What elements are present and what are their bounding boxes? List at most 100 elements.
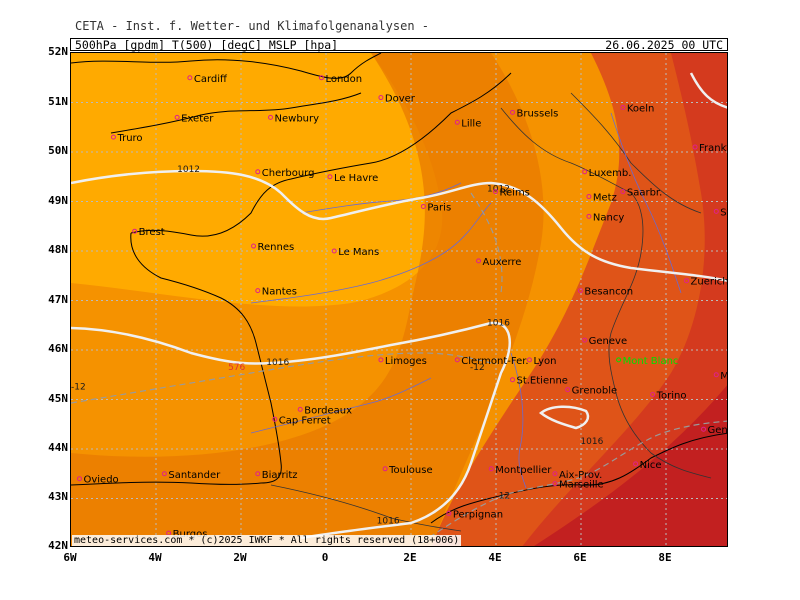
lon-label-4e: 4E <box>488 551 502 564</box>
city-marker-icon <box>318 75 324 81</box>
city-marker-icon <box>476 258 482 264</box>
borders <box>270 92 712 532</box>
city-marker-icon <box>526 357 532 363</box>
city-koeln: Koeln <box>620 103 654 114</box>
lat-label-52n: 52N <box>48 45 68 58</box>
city-label: Milano <box>720 371 728 382</box>
city-marker-icon <box>509 377 515 383</box>
city-grenoble: Grenoble <box>565 386 618 397</box>
city-oviedo: Oviedo <box>76 475 119 486</box>
city-marker-icon <box>268 114 274 120</box>
city-label: Geneve <box>589 336 627 347</box>
lat-label-48n: 48N <box>48 243 68 256</box>
city-reims: Reims <box>493 188 530 199</box>
contour-label: 1016 <box>487 318 510 328</box>
city-label: Le Havre <box>334 173 378 184</box>
city-label: Le Mans <box>338 247 379 258</box>
city-metz: Metz <box>586 193 617 204</box>
city-dover: Dover <box>378 94 416 105</box>
isotherm-12-west <box>71 352 492 404</box>
city-marker-icon <box>132 228 138 234</box>
fill-band-dark-red <box>534 385 727 546</box>
city-london: London <box>318 74 362 85</box>
city-biarritz: Biarritz <box>255 470 298 481</box>
city-marker-icon <box>692 144 698 150</box>
isobar-1012 <box>71 169 727 282</box>
city-marker-icon <box>251 243 257 249</box>
city-st-etienne: St.Etienne <box>509 376 568 387</box>
city-label: Montpellier <box>495 465 552 476</box>
weather-map: 1012 1012 1016 1016 1016 1016 576 -12 -12 -12 Car… <box>70 52 728 547</box>
city-label: Burgos <box>173 529 208 540</box>
isotherms <box>71 192 727 544</box>
city-label: Frankfurt <box>699 143 728 154</box>
city-stuttgart: Stuttgart <box>713 207 728 218</box>
city-label: Grenoble <box>572 386 618 397</box>
city-marker-icon <box>382 466 388 472</box>
city-cap-ferret: Cap Ferret <box>272 415 331 426</box>
city-label: Torino <box>656 391 687 402</box>
valid-date: 26.06.2025 00 UTC <box>605 38 723 52</box>
city-marker-icon <box>378 95 384 101</box>
city-marker-icon <box>684 278 690 284</box>
city-marker-icon <box>446 510 452 516</box>
lon-label-0: 0 <box>321 551 329 564</box>
city-marker-icon <box>454 357 460 363</box>
river-garonne <box>250 377 432 434</box>
isotherm-12-south <box>420 420 727 544</box>
city-marker-icon <box>509 109 515 115</box>
city-frankfurt: Frankfurt <box>692 143 728 154</box>
city-marker-icon <box>633 461 639 467</box>
contour-label: 1012 <box>177 165 200 175</box>
city-limoges: Limoges <box>378 356 427 367</box>
city-newbury: Newbury <box>268 113 319 124</box>
city-santander: Santander <box>161 470 221 481</box>
isotherm-mid <box>470 192 503 294</box>
contour-label: 1012 <box>487 185 510 195</box>
city-label: Limoges <box>385 356 427 367</box>
lat-label-46n: 46N <box>48 342 68 355</box>
city-label: Nancy <box>593 212 624 223</box>
city-marker-icon <box>713 372 719 378</box>
city-marker-icon <box>493 189 499 195</box>
city-marker-icon <box>255 169 261 175</box>
parameter-legend: 500hPa [gpdm] T(500) [degC] MSLP [hpa] <box>75 38 339 52</box>
city-brest: Brest <box>132 227 165 238</box>
city-mont-blanc: Mont Blanc <box>616 356 678 367</box>
city-marker-icon <box>272 416 278 422</box>
city-label: Lyon <box>533 356 556 367</box>
city-marseille: Marseille <box>552 480 604 491</box>
border-benelux <box>570 92 702 214</box>
city-auxerre: Auxerre <box>476 257 522 268</box>
city-label: Brest <box>139 227 165 238</box>
city-montpellier: Montpellier <box>488 465 552 476</box>
city-marker-icon <box>565 387 571 393</box>
city-label: Bordeaux <box>304 405 352 416</box>
city-label: Auxerre <box>483 257 522 268</box>
city-label: Stuttgart <box>720 207 728 218</box>
city-label: Metz <box>593 193 617 204</box>
parameter-bar: 500hPa [gpdm] T(500) [degC] MSLP [hpa] 2… <box>70 38 728 52</box>
border-pyrenees <box>270 484 462 532</box>
city-marker-icon <box>620 189 626 195</box>
lat-label-45n: 45N <box>48 392 68 405</box>
city-paris: Paris <box>420 202 451 213</box>
lat-label-42n: 42N <box>48 539 68 552</box>
coast-atlantic <box>71 232 282 486</box>
city-marker-icon <box>577 288 583 294</box>
city-perpignan: Perpignan <box>446 509 503 520</box>
coast-channel-north <box>110 92 362 134</box>
isobar-1016 <box>71 321 511 540</box>
contour-label: 1016 <box>580 437 603 447</box>
lat-label-50n: 50N <box>48 144 68 157</box>
city-marker-icon <box>331 248 337 254</box>
city-marker-icon <box>701 426 707 432</box>
fill-band-red <box>522 53 727 546</box>
city-label: Aix-Prov. <box>559 470 602 481</box>
city-marker-icon <box>187 75 193 81</box>
city-marker-icon <box>620 104 626 110</box>
city-label: Nantes <box>262 287 297 298</box>
contour-labels: 1012 1012 1016 1016 1016 1016 576 -12 -12 -12 <box>71 165 604 526</box>
city-label: Clermont-Fer. <box>461 356 528 367</box>
city-label: Perpignan <box>453 509 503 520</box>
